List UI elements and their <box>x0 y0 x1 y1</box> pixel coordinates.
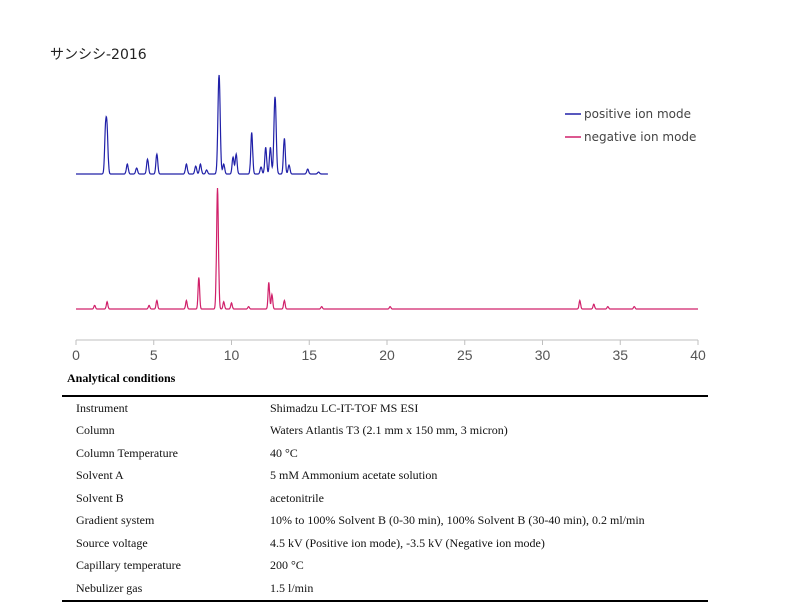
condition-label: Gradient system <box>76 513 155 528</box>
legend: positive ion mode negative ion mode <box>565 107 696 144</box>
table-row: Source voltage 4.5 kV (Positive ion mode)… <box>62 532 708 555</box>
condition-value: 200 °C <box>270 558 304 573</box>
condition-value: Shimadzu LC-IT-TOF MS ESI <box>270 400 419 415</box>
table-row: Column Waters Atlantis T3 (2.1 mm x 150 m… <box>62 420 708 443</box>
condition-value: 10% to 100% Solvent B (0-30 min), 100% S… <box>270 513 645 528</box>
legend-label-positive: positive ion mode <box>584 107 691 121</box>
condition-value: 4.5 kV (Positive ion mode), -3.5 kV (Neg… <box>270 535 545 550</box>
x-tick-label: 5 <box>150 347 158 363</box>
condition-value: 1.5 l/min <box>270 580 314 595</box>
condition-label: Source voltage <box>76 535 148 550</box>
table-row: Instrument Shimadzu LC-IT-TOF MS ESI <box>62 396 708 420</box>
condition-label: Capillary temperature <box>76 558 181 573</box>
legend-label-negative: negative ion mode <box>584 130 696 144</box>
condition-label: Column <box>76 423 115 438</box>
series-line-negative <box>76 187 698 310</box>
table-row: Capillary temperature 200 °C <box>62 555 708 578</box>
x-tick-label: 25 <box>457 347 473 363</box>
condition-label: Solvent B <box>76 490 124 505</box>
condition-label: Solvent A <box>76 468 124 483</box>
series-line-positive <box>76 74 328 175</box>
condition-label: Column Temperature <box>76 445 178 460</box>
x-tick-label: 20 <box>379 347 395 363</box>
series-layer <box>76 74 698 310</box>
x-tick-label: 0 <box>72 347 80 363</box>
table-row: Gradient system 10% to 100% Solvent B (0-… <box>62 510 708 533</box>
table-row: Solvent B acetonitrile <box>62 487 708 510</box>
condition-label: Instrument <box>76 400 128 415</box>
table-row: Solvent A 5 mM Ammonium acetate solution <box>62 465 708 488</box>
chart-title: サンシシ-2016 <box>50 47 147 63</box>
condition-value: acetonitrile <box>270 490 324 505</box>
condition-label: Nebulizer gas <box>76 580 143 595</box>
section-heading: Analytical conditions <box>67 371 176 385</box>
x-tick-label: 40 <box>690 347 706 363</box>
x-tick-label: 15 <box>301 347 317 363</box>
table-row: Column Temperature 40 °C <box>62 442 708 465</box>
conditions-table: Instrument Shimadzu LC-IT-TOF MS ESI Colum… <box>62 395 708 602</box>
x-tick-label: 30 <box>535 347 551 363</box>
x-tick-label: 10 <box>224 347 240 363</box>
table-row: Nebulizer gas 1.5 l/min <box>62 577 708 601</box>
condition-value: Waters Atlantis T3 (2.1 mm x 150 mm, 3 m… <box>270 423 508 438</box>
x-axis-ticks: 0 5 10 15 20 25 30 35 40 <box>72 340 706 363</box>
condition-value: 40 °C <box>270 445 298 460</box>
chromatogram-chart: 0 5 10 15 20 25 30 35 40 positive ion mode negat… <box>72 74 706 363</box>
condition-value: 5 mM Ammonium acetate solution <box>270 468 438 483</box>
x-tick-label: 35 <box>612 347 628 363</box>
